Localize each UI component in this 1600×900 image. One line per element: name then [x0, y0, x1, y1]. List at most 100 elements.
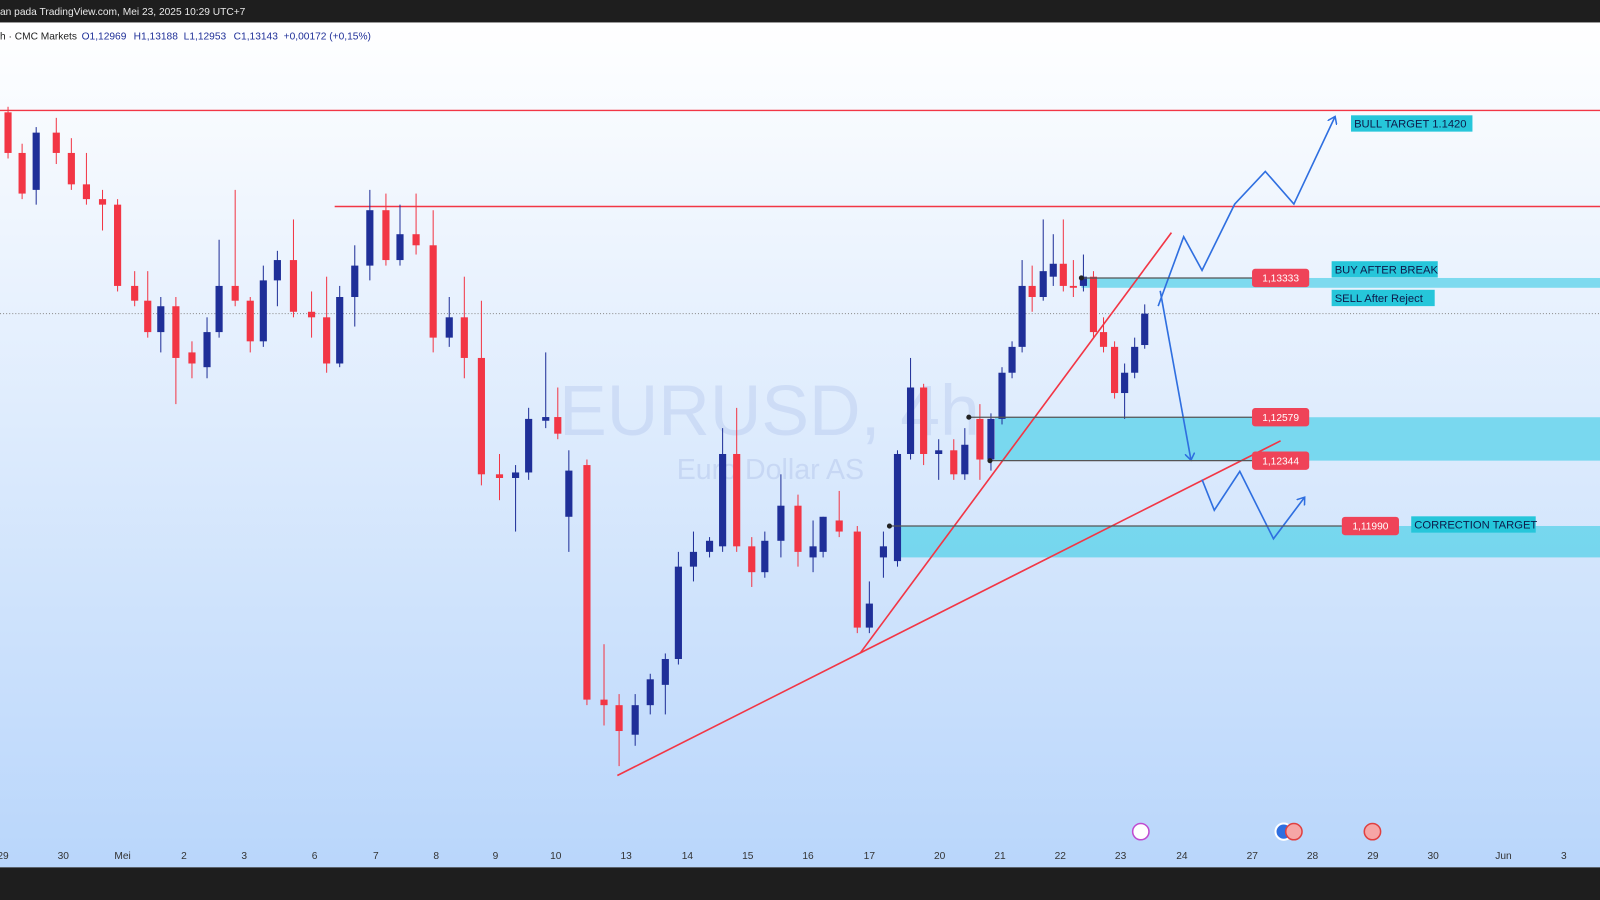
- candle-body: [733, 453, 741, 547]
- x-tick-label: 17: [864, 851, 876, 862]
- x-tick-label: 3: [1561, 851, 1567, 862]
- candle-body: [865, 603, 873, 628]
- x-tick-label: 2: [181, 851, 187, 862]
- candle-body: [67, 152, 75, 185]
- candle-body: [259, 280, 267, 342]
- candle-body: [396, 234, 404, 261]
- symbol: h · CMC Markets: [0, 31, 77, 42]
- candle-body: [1028, 285, 1036, 298]
- x-tick-label: 10: [550, 851, 562, 862]
- top-bar: [0, 0, 1600, 23]
- ohlc-close: C1,13143: [234, 31, 279, 42]
- candle-body: [950, 450, 958, 475]
- candle-body: [445, 317, 453, 338]
- annotation: SELL After Reject: [1335, 293, 1424, 305]
- candle-body: [554, 417, 562, 434]
- price-tag: [1252, 451, 1310, 470]
- candle-body: [82, 184, 91, 200]
- ohlc-change: +0,00172 (+0,15%): [284, 31, 371, 42]
- annotation: CORRECTION TARGET: [1414, 519, 1537, 531]
- candle-body: [215, 285, 223, 333]
- x-tick-label: 28: [1307, 851, 1319, 862]
- candle-body: [1111, 346, 1119, 394]
- candle-body: [477, 357, 485, 475]
- event-icon[interactable]: [1363, 822, 1382, 841]
- ohlc-open: O1,12969: [82, 31, 127, 42]
- level-anchor: [1078, 275, 1084, 281]
- projection-arrow: [1159, 290, 1191, 459]
- candle-body: [246, 300, 254, 342]
- event-icon[interactable]: [1284, 822, 1303, 841]
- price-tag: [1252, 408, 1310, 427]
- candle-body: [998, 372, 1006, 419]
- candle-body: [351, 265, 359, 298]
- candle-body: [188, 352, 196, 364]
- x-tick-label: 9: [493, 851, 499, 862]
- bottom-bar: [0, 867, 1600, 900]
- annotation-box: [1331, 261, 1438, 278]
- trend-line: [616, 440, 1281, 777]
- candle-body: [1131, 346, 1139, 373]
- candle-body: [1079, 276, 1087, 286]
- x-tick-label: 21: [994, 851, 1006, 862]
- x-tick-label: 20: [934, 851, 946, 862]
- candle-body: [18, 152, 26, 194]
- level-anchor: [886, 523, 892, 529]
- x-tick-label: 29: [1367, 851, 1379, 862]
- candle-body: [1069, 285, 1077, 288]
- projection-arrow: [1201, 469, 1304, 541]
- price-tag-label: 1,12344: [1262, 456, 1299, 467]
- candle-body: [809, 546, 817, 558]
- price-tag-label: 1,13333: [1262, 274, 1299, 285]
- x-tick-label: 6: [312, 851, 318, 862]
- annotation-box: [1351, 115, 1473, 132]
- candle-body: [1049, 263, 1057, 277]
- price-tag: [1252, 268, 1310, 288]
- x-tick-label: Mei: [114, 851, 130, 862]
- x-tick-label: 13: [620, 851, 632, 862]
- ohlc-low: L1,12953: [184, 31, 227, 42]
- candle-body: [231, 285, 239, 301]
- x-tick-label: 22: [1055, 851, 1067, 862]
- event-icon[interactable]: [1131, 822, 1150, 841]
- candle-body: [172, 306, 180, 358]
- candle-body: [794, 505, 802, 552]
- x-tick-label: 15: [742, 851, 754, 862]
- candle-body: [366, 210, 374, 266]
- x-tick-label: 16: [802, 851, 814, 862]
- price-tag: [1341, 516, 1399, 536]
- candle-body: [495, 474, 504, 478]
- x-tick-label: 30: [58, 851, 70, 862]
- levels-layer: 1,13333 1,12579 1,12344 1,11990: [886, 268, 1399, 536]
- candles-layer: [4, 106, 1149, 767]
- candle-body: [646, 679, 654, 706]
- ohlc-high: H1,13188: [134, 31, 179, 42]
- candle-body: [777, 505, 785, 541]
- annotation: BULL TARGET 1.1420: [1354, 118, 1466, 130]
- x-tick-label: 8: [433, 851, 439, 862]
- x-tick-label: 30: [1427, 851, 1439, 862]
- candle-body: [1039, 271, 1047, 298]
- candle-body: [661, 658, 669, 685]
- candle-body: [748, 546, 756, 573]
- candle-body: [144, 300, 152, 333]
- candle-body: [961, 444, 969, 475]
- candle-body: [565, 470, 573, 517]
- candle-body: [819, 516, 827, 552]
- candle-body: [879, 546, 887, 558]
- candle-body: [689, 551, 698, 567]
- candle-body: [631, 705, 639, 735]
- level-anchor: [987, 458, 993, 464]
- candle-body: [98, 199, 107, 205]
- candle-body: [203, 332, 211, 368]
- candle-body: [323, 317, 331, 364]
- candle-body: [835, 520, 843, 532]
- candle-body: [761, 540, 769, 573]
- candle-body: [976, 418, 984, 460]
- candle-body: [853, 531, 861, 628]
- candle-body: [273, 260, 281, 281]
- x-tick-label: 3: [241, 851, 247, 862]
- candle-body: [542, 417, 550, 421]
- candle-body: [893, 453, 902, 562]
